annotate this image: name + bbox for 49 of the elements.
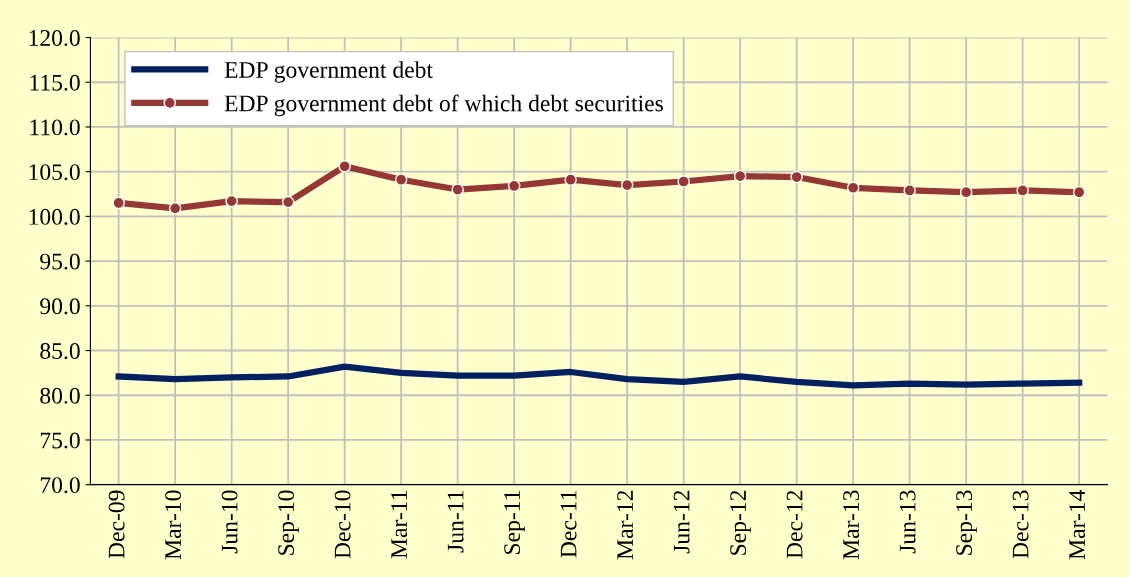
point <box>564 173 577 186</box>
x-tick-label: Dec-11 <box>560 490 577 558</box>
point <box>846 181 860 195</box>
x-tick-label: Mar-11 <box>391 490 408 559</box>
y-tick-label: 70.0 <box>40 477 80 494</box>
y-tick-label: 80.0 <box>40 387 80 404</box>
x-tick-label: Jun-13 <box>899 490 916 554</box>
legend-label: EDP government debt <box>224 61 433 83</box>
x-tick-label: Mar-13 <box>843 490 860 560</box>
x-tick-label: Mar-12 <box>617 490 634 560</box>
point <box>281 195 295 209</box>
y-tick-label: 115.0 <box>30 74 80 91</box>
y-tick-label: 105.0 <box>29 164 80 181</box>
point <box>959 185 973 199</box>
y-tick-label: 100.0 <box>29 208 80 225</box>
x-tick-label: Jun-11 <box>447 490 464 553</box>
x-tick-label: Dec-13 <box>1012 490 1029 559</box>
x-tick-label: Sep-13 <box>956 490 977 555</box>
x-tick-label: Mar-14 <box>1069 489 1086 560</box>
point <box>507 179 521 193</box>
y-tick-label: 120.0 <box>29 30 80 47</box>
x-tick-label: Mar-10 <box>165 490 182 560</box>
point <box>338 160 351 173</box>
x-tick-label: Dec-10 <box>334 490 351 559</box>
x-tick-label: Jun-12 <box>673 490 690 554</box>
point <box>733 169 747 183</box>
point <box>790 170 803 184</box>
x-tick-label: Dec-12 <box>786 490 803 559</box>
y-tick-label: 110.0 <box>30 119 80 136</box>
legend-label: EDP government debt of which debt securities <box>224 94 663 117</box>
point <box>112 196 125 210</box>
x-tick-label: Jun-10 <box>221 490 238 554</box>
x-tick-label: Sep-11 <box>504 490 525 554</box>
point <box>225 194 238 208</box>
point <box>1016 184 1029 197</box>
point <box>903 184 916 197</box>
x-tick-label: Sep-12 <box>730 490 751 555</box>
point <box>451 183 464 196</box>
y-tick-label: 85.0 <box>40 343 80 360</box>
y-tick-label: 75.0 <box>40 432 80 449</box>
point <box>620 178 634 192</box>
x-tick-label: Sep-10 <box>278 490 299 555</box>
point <box>677 175 690 188</box>
y-tick-label: 95.0 <box>40 253 80 270</box>
y-tick-label: 90.0 <box>40 298 80 315</box>
x-tick-label: Dec-09 <box>108 490 125 559</box>
point <box>1072 185 1086 199</box>
point <box>168 202 182 215</box>
point <box>394 173 408 186</box>
